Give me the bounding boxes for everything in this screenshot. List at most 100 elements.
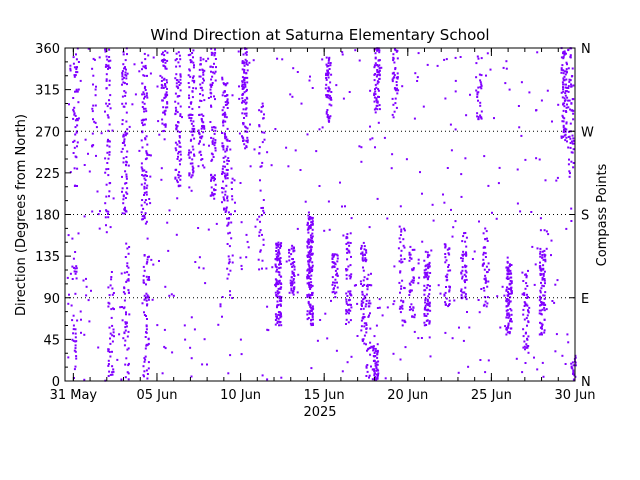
data-point [276, 257, 278, 260]
data-point [505, 67, 508, 70]
data-point [124, 182, 127, 185]
data-point [189, 113, 192, 116]
data-point [124, 59, 127, 62]
data-point [331, 257, 334, 260]
data-point [124, 339, 127, 342]
data-point [74, 292, 77, 295]
data-point [212, 175, 215, 178]
data-point [390, 167, 393, 170]
data-point [243, 117, 245, 119]
data-point [245, 146, 248, 149]
data-point [107, 66, 110, 69]
data-point [408, 290, 411, 293]
data-point [243, 64, 246, 67]
data-point [525, 274, 528, 277]
data-point [227, 211, 230, 214]
data-point [274, 258, 277, 261]
data-point [146, 261, 149, 263]
data-point [476, 55, 479, 58]
data-point [488, 268, 491, 271]
data-point [202, 114, 205, 117]
data-point [345, 243, 348, 245]
data-point [226, 82, 229, 85]
data-point [141, 302, 144, 305]
data-point [109, 107, 112, 110]
data-point [509, 265, 511, 267]
data-point [73, 113, 76, 116]
data-point [572, 373, 575, 376]
data-point [141, 199, 144, 201]
data-point [373, 108, 376, 111]
data-point [402, 301, 405, 304]
data-point [191, 90, 194, 93]
data-point [75, 340, 78, 343]
data-point [164, 65, 167, 68]
data-point [178, 140, 181, 143]
data-point [118, 333, 121, 336]
data-point [560, 71, 563, 74]
data-point [306, 256, 309, 258]
data-point [542, 264, 545, 267]
data-point [377, 360, 380, 363]
data-point [263, 131, 266, 134]
data-point [505, 305, 508, 308]
data-point [149, 154, 152, 157]
data-point [571, 151, 574, 154]
data-point [471, 258, 474, 260]
data-point [122, 337, 125, 340]
data-point [72, 332, 75, 335]
data-point [348, 303, 351, 306]
data-point [310, 367, 313, 370]
data-point [124, 322, 127, 325]
data-point [202, 131, 205, 134]
data-point [239, 182, 242, 184]
data-point [143, 191, 146, 194]
data-point [563, 134, 566, 137]
data-point [279, 316, 282, 319]
data-point [270, 164, 273, 167]
data-point [427, 295, 430, 298]
y-tick-label: 90 [43, 292, 60, 307]
data-point [508, 315, 511, 318]
data-point [360, 244, 363, 247]
data-point [444, 261, 447, 264]
data-point [307, 275, 310, 277]
data-point [253, 148, 256, 151]
data-point [125, 311, 127, 314]
data-point [242, 108, 245, 111]
data-point [562, 126, 565, 129]
data-point [510, 282, 513, 284]
data-point [395, 106, 398, 109]
data-point [99, 210, 101, 213]
data-point [486, 237, 488, 240]
data-point [567, 87, 570, 89]
data-point [221, 315, 223, 318]
data-point [309, 288, 312, 290]
data-point [483, 296, 486, 299]
data-point [229, 294, 232, 297]
data-point [192, 167, 195, 170]
data-point [518, 126, 521, 129]
data-point [88, 170, 91, 173]
data-point [526, 285, 529, 287]
data-point [311, 268, 313, 271]
data-point [165, 79, 168, 82]
data-point [369, 353, 372, 356]
data-point [229, 290, 231, 293]
data-point [175, 65, 178, 68]
data-point [482, 258, 485, 261]
data-point [179, 78, 182, 81]
data-point [107, 375, 110, 377]
data-point [279, 321, 282, 323]
data-point [223, 172, 226, 175]
data-point [310, 284, 313, 287]
data-point [223, 207, 226, 210]
data-point [448, 289, 451, 292]
data-point [567, 99, 570, 102]
data-point [374, 355, 377, 357]
data-point [157, 120, 160, 123]
data-point [539, 321, 541, 324]
data-point [110, 271, 113, 273]
data-point [326, 337, 329, 340]
data-point [307, 227, 310, 230]
